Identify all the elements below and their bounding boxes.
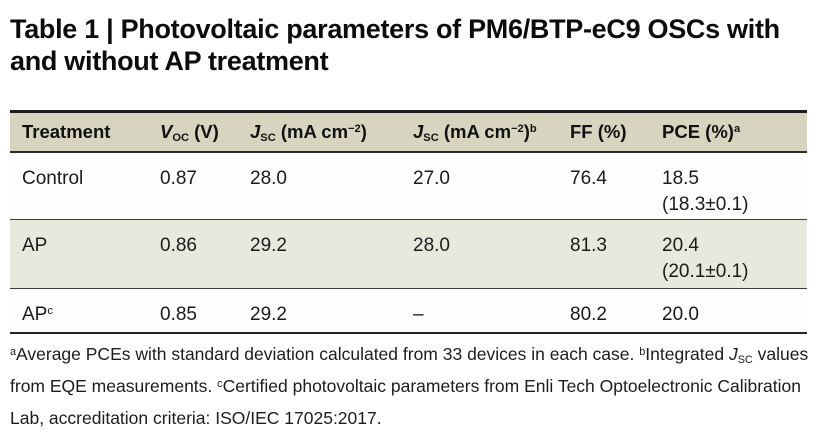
cell-treatment: AP (22, 235, 48, 256)
photovoltaic-parameters-table: Treatment VOC (V) JSC (mA cm−2) JSC (mA … (10, 110, 807, 334)
cell-ff: 80.2 (570, 304, 607, 325)
cell-pce: 20.4 (20.1±0.1) (662, 220, 807, 289)
col-header-voc: VOC (V) (160, 111, 250, 153)
cell-jsc-eqe: 28.0 (413, 235, 450, 256)
cell-ff: 81.3 (570, 235, 607, 256)
table-footnote: aAverage PCEs with standard deviation ca… (10, 344, 809, 428)
table-header-row: Treatment VOC (V) JSC (mA cm−2) JSC (mA … (10, 111, 807, 153)
pce-stddev: (18.3±0.1) (662, 193, 749, 215)
cell-voc: 0.87 (160, 167, 197, 189)
col-header-pce: PCE (%)a (662, 111, 807, 153)
cell-jsc: 29.2 (250, 304, 287, 325)
table-row-ap-certified: APc 0.85 29.2 – 80.2 20.0 (10, 288, 807, 333)
cell-jsc-eqe: – (413, 304, 424, 325)
col-header-jsc-eqe: JSC (mA cm−2)b (413, 111, 570, 153)
col-header-treatment: Treatment (10, 111, 160, 153)
cell-treatment: Control (22, 167, 84, 189)
cell-treatment: APc (22, 304, 54, 325)
cell-jsc: 29.2 (250, 235, 287, 256)
table-title: Table 1 | Photovoltaic parameters of PM6… (10, 14, 780, 76)
cell-pce: 20.0 (662, 304, 699, 325)
col-header-ff: FF (%) (570, 111, 662, 153)
cell-pce: 18.5 (18.3±0.1) (662, 152, 807, 220)
col-header-jsc: JSC (mA cm−2) (250, 111, 413, 153)
cell-voc: 0.86 (160, 235, 197, 256)
cell-voc: 0.85 (160, 304, 197, 325)
footnote-marker-a: a (10, 345, 17, 358)
pce-stddev: (20.1±0.1) (662, 261, 749, 282)
table-row-control: Control 0.87 28.0 27.0 76.4 18.5 (18.3±0… (10, 151, 807, 220)
footnote-marker-b: b (639, 345, 646, 358)
cell-ff: 76.4 (570, 167, 607, 189)
footnote-marker-c: c (217, 377, 223, 390)
cell-jsc: 28.0 (250, 167, 287, 189)
cell-jsc-eqe: 27.0 (413, 167, 450, 189)
table-row-ap: AP 0.86 29.2 28.0 81.3 20.4 (20.1±0.1) (10, 219, 807, 289)
